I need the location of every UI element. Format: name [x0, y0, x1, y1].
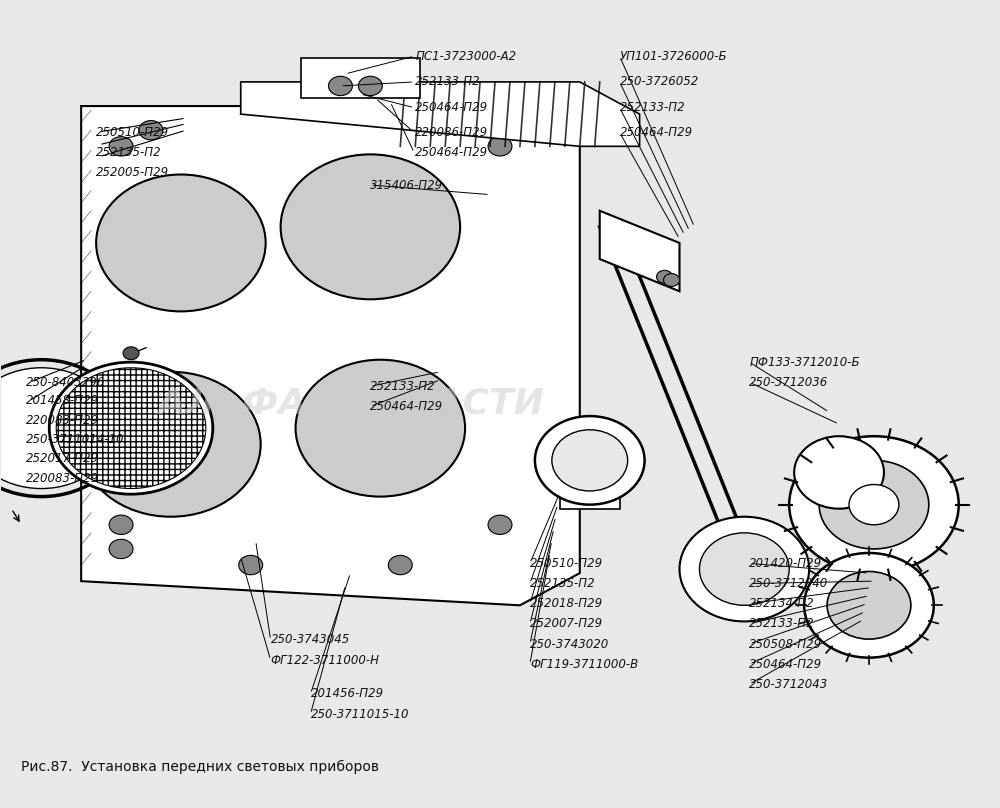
Circle shape [789, 436, 959, 573]
Text: 252018-П29: 252018-П29 [530, 597, 603, 610]
Circle shape [535, 416, 645, 505]
Text: 252017-П29: 252017-П29 [26, 452, 99, 465]
Circle shape [109, 137, 133, 156]
Text: 250464-П29: 250464-П29 [370, 400, 443, 413]
Text: 250-8403296: 250-8403296 [26, 376, 106, 389]
Text: ПФ133-3712010-Б: ПФ133-3712010-Б [749, 356, 860, 368]
Text: 252135-П2: 252135-П2 [96, 146, 162, 159]
Circle shape [328, 76, 352, 95]
Text: 220083-П29: 220083-П29 [26, 472, 99, 485]
Circle shape [0, 368, 116, 489]
Circle shape [664, 274, 680, 287]
Circle shape [849, 485, 899, 524]
Text: АЛЬФА-ЗАПЧАСТИ: АЛЬФА-ЗАПЧАСТИ [157, 387, 544, 421]
Circle shape [139, 120, 163, 140]
Text: 250-3712043: 250-3712043 [749, 678, 829, 691]
Circle shape [109, 539, 133, 558]
Text: 250-3712036: 250-3712036 [749, 376, 829, 389]
Polygon shape [241, 82, 640, 146]
Circle shape [804, 553, 934, 658]
Text: 252133-П2: 252133-П2 [620, 101, 685, 114]
Circle shape [794, 436, 884, 509]
Text: 315406-П29: 315406-П29 [370, 179, 443, 191]
Circle shape [680, 517, 809, 621]
Text: 250-3743020: 250-3743020 [530, 638, 609, 650]
Text: УП101-3726000-Б: УП101-3726000-Б [620, 50, 727, 63]
Text: 252133-П2: 252133-П2 [415, 75, 481, 88]
Text: 250-3711014-10: 250-3711014-10 [26, 433, 125, 446]
Text: 250-3712040: 250-3712040 [749, 577, 829, 590]
Text: 250-3711015-10: 250-3711015-10 [311, 708, 409, 721]
Text: 252007-П29: 252007-П29 [530, 617, 603, 630]
Circle shape [281, 154, 460, 299]
Text: ПС1-3723000-А2: ПС1-3723000-А2 [415, 50, 516, 63]
Circle shape [552, 430, 628, 491]
Text: 252133-П2: 252133-П2 [370, 380, 436, 393]
Circle shape [827, 571, 911, 639]
Text: 252134-П2: 252134-П2 [749, 597, 815, 610]
Text: 201456-П29: 201456-П29 [311, 688, 384, 701]
Text: ФГ122-3711000-Н: ФГ122-3711000-Н [271, 654, 380, 667]
Text: 220086-П29: 220086-П29 [415, 126, 488, 139]
Text: 250464-П29: 250464-П29 [415, 146, 488, 159]
Text: 220083-П29: 220083-П29 [26, 414, 99, 427]
Text: 250-3726052: 250-3726052 [620, 75, 699, 88]
Text: 250510-П29: 250510-П29 [530, 557, 603, 570]
Circle shape [488, 516, 512, 534]
Circle shape [81, 372, 261, 517]
Text: 250464-П29: 250464-П29 [749, 658, 822, 671]
Polygon shape [301, 57, 420, 98]
Text: ФГ119-3711000-В: ФГ119-3711000-В [530, 658, 638, 671]
Text: 250464-П29: 250464-П29 [415, 101, 488, 114]
Circle shape [296, 360, 465, 497]
Circle shape [49, 362, 213, 494]
Circle shape [388, 555, 412, 574]
Circle shape [657, 271, 673, 284]
Text: Рис.87.  Установка передних световых приборов: Рис.87. Установка передних световых приб… [21, 760, 379, 774]
Text: 252005-П29: 252005-П29 [96, 166, 169, 179]
Text: 250464-П29: 250464-П29 [620, 126, 693, 139]
Text: 252133-П2: 252133-П2 [749, 617, 815, 630]
Circle shape [699, 532, 789, 605]
Circle shape [123, 347, 139, 360]
Text: 201458-П29: 201458-П29 [26, 394, 99, 407]
Circle shape [358, 76, 382, 95]
Text: 201420-П29: 201420-П29 [749, 557, 822, 570]
Circle shape [109, 516, 133, 534]
Polygon shape [81, 106, 580, 605]
Circle shape [239, 555, 263, 574]
Text: 250508-П29: 250508-П29 [749, 638, 822, 650]
Text: 250-3743045: 250-3743045 [271, 633, 350, 646]
Circle shape [488, 137, 512, 156]
Circle shape [819, 461, 929, 549]
Text: 252135-П2: 252135-П2 [530, 577, 596, 590]
Text: 250510-П29: 250510-П29 [96, 126, 169, 139]
Polygon shape [600, 211, 680, 291]
Circle shape [96, 175, 266, 311]
Polygon shape [560, 485, 620, 509]
